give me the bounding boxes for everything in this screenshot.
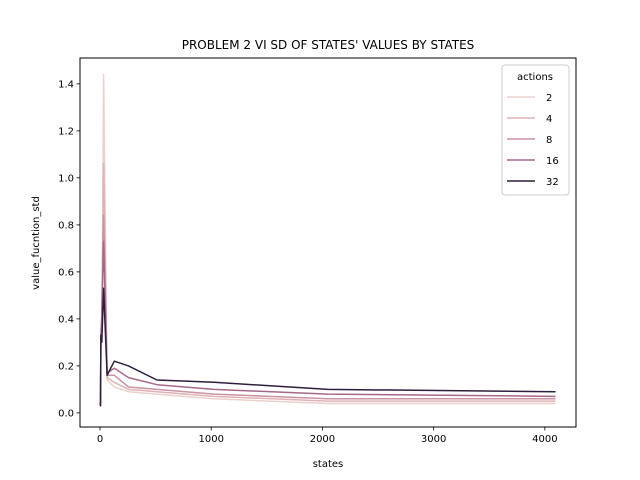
y-tick-label: 0.2	[58, 361, 74, 372]
series-line-32	[99, 287, 556, 407]
legend-title: actions	[517, 72, 553, 83]
x-tick-label: 0	[97, 434, 103, 445]
series-line-8	[99, 214, 556, 405]
y-axis: 0.0 0.2 0.4 0.6 0.8 1.0 1.2 1.4	[58, 79, 80, 419]
y-tick-label: 0.4	[58, 314, 74, 325]
y-tick-label: 1.4	[58, 79, 74, 90]
x-tick-label: 3000	[421, 434, 446, 445]
legend-items: 2 4 8 16 32	[507, 93, 559, 188]
y-axis-label: value_fucntion_std	[31, 196, 42, 290]
x-tick-label: 2000	[310, 434, 335, 445]
y-tick-label: 1.2	[58, 126, 74, 137]
series-line-2	[99, 73, 556, 405]
y-tick-label: 1.0	[58, 173, 74, 184]
legend-box	[501, 64, 570, 196]
x-axis-label: states	[313, 459, 344, 470]
legend-label-8: 8	[546, 135, 552, 146]
y-tick-label: 0.6	[58, 267, 74, 278]
legend-label-4: 4	[546, 114, 552, 125]
legend-label-16: 16	[546, 156, 559, 167]
legend: actions 2 4 8 16 32	[501, 64, 570, 196]
x-tick-label: 4000	[532, 434, 557, 445]
legend-label-32: 32	[546, 177, 559, 188]
legend-label-2: 2	[546, 93, 552, 104]
plot-frame	[79, 57, 577, 428]
chart-title: PROBLEM 2 VI SD OF STATES' VALUES BY STA…	[182, 38, 475, 52]
x-axis: 0 1000 2000 3000 4000	[97, 427, 558, 445]
y-tick-label: 0.8	[58, 220, 74, 231]
x-tick-label: 1000	[199, 434, 224, 445]
plot-lines	[99, 73, 556, 407]
series-line-4	[99, 163, 556, 404]
y-tick-label: 0.0	[58, 408, 74, 419]
